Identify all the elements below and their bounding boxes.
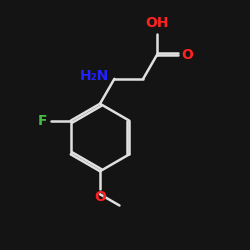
Text: OH: OH (145, 16, 169, 30)
Text: O: O (94, 190, 106, 204)
Text: O: O (181, 48, 193, 62)
Text: H₂N: H₂N (80, 69, 109, 83)
Text: F: F (38, 114, 47, 128)
